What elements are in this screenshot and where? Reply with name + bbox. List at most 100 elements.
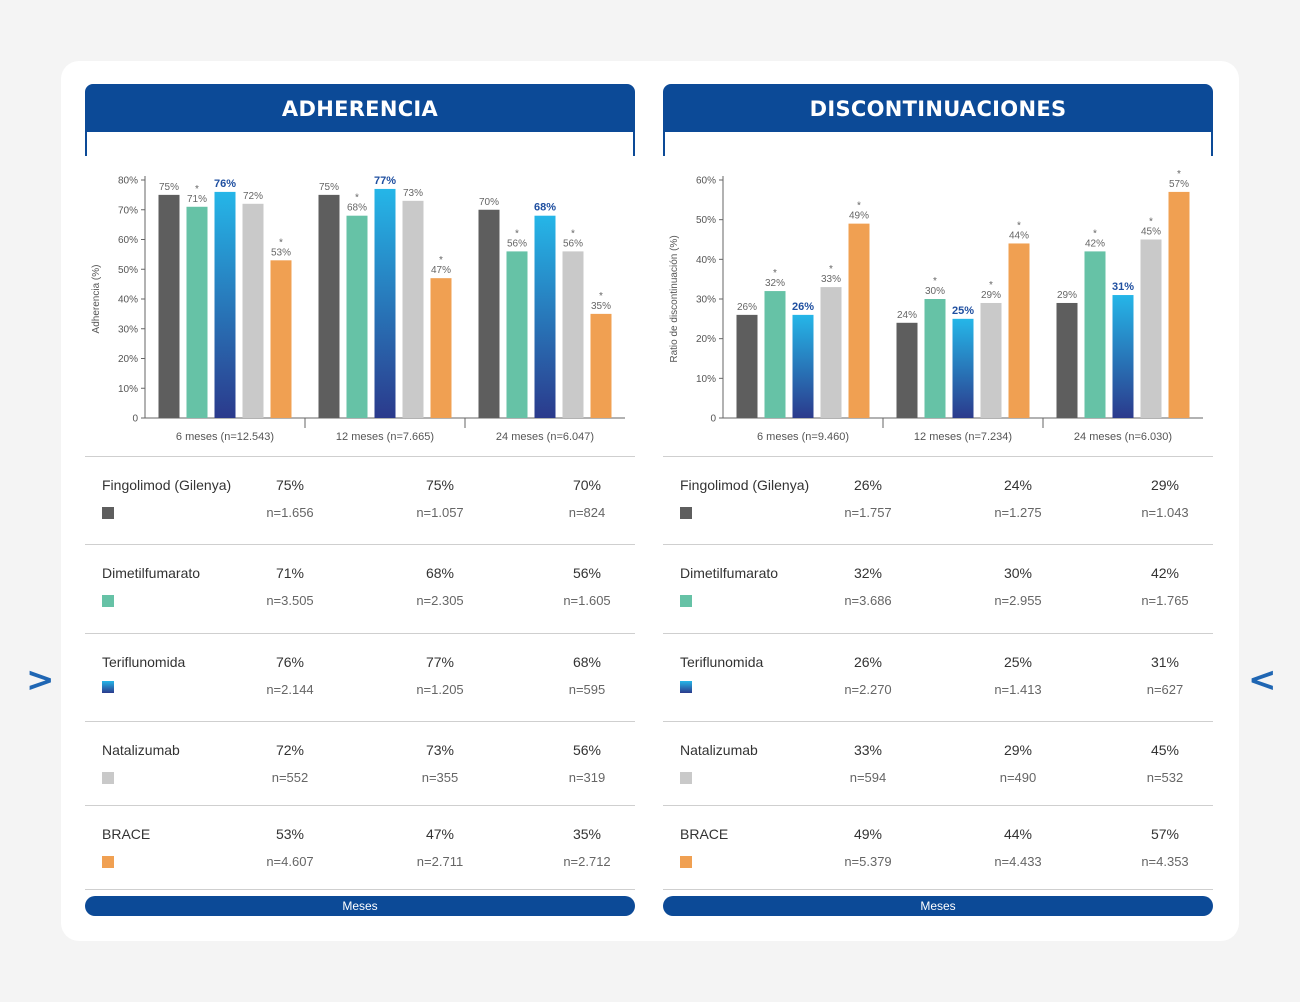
drug-name: BRACE (680, 826, 729, 842)
next-arrow-icon[interactable]: < (1248, 660, 1277, 700)
percentage-value: 76% (275, 654, 305, 670)
sample-size: n=490 (999, 770, 1037, 785)
bar (374, 188, 396, 418)
percentage-value: 68% (425, 565, 455, 581)
bar (952, 318, 974, 418)
sample-size: n=1.413 (994, 682, 1042, 697)
discontinuaciones-bar-chart: Ratio de discontinuación (%) 0 10% 20% 30% 40… (669, 169, 1203, 443)
x-category-label: 6 meses (n=12.543) (176, 431, 274, 443)
sample-size: n=355 (421, 770, 459, 785)
sample-size: n=2.711 (416, 854, 464, 869)
drug-name: BRACE (102, 826, 151, 842)
bar (590, 313, 612, 418)
bar-value-label: 26% (737, 302, 757, 313)
y-tick-label: 0 (132, 414, 138, 425)
sample-size: n=1.605 (563, 593, 611, 608)
significance-star: * (773, 268, 777, 279)
bar-value-label: 56% (563, 238, 583, 249)
sample-size: n=1.205 (416, 682, 464, 697)
percentage-value: 42% (1150, 565, 1180, 581)
bar-value-label: 35% (591, 301, 611, 312)
bar-value-label: 26% (792, 301, 814, 313)
table-row: Dimetilfumarato 71% n=3.505 68% n=2.305 56% n=… (85, 544, 635, 634)
bar-value-label: 77% (374, 175, 396, 187)
previous-arrow-icon[interactable]: > (26, 660, 55, 700)
percentage-value: 33% (853, 742, 883, 758)
sample-size: n=1.757 (844, 505, 892, 520)
sample-size: n=1.043 (1141, 505, 1189, 520)
bar-value-label: 75% (319, 182, 339, 193)
percentage-value: 70% (572, 477, 602, 493)
drug-name: Fingolimod (Gilenya) (680, 477, 810, 493)
bar-value-label: 73% (403, 188, 423, 199)
bar-value-label: 44% (1009, 230, 1029, 241)
bar (270, 260, 292, 418)
significance-star: * (279, 237, 283, 248)
legend-swatch (102, 681, 114, 693)
sample-size: n=595 (568, 682, 606, 697)
significance-star: * (1093, 228, 1097, 239)
significance-star: * (1017, 220, 1021, 231)
bar-value-label: 70% (479, 197, 499, 208)
bar-value-label: 53% (271, 247, 291, 258)
percentage-value: 73% (425, 742, 455, 758)
header-bracket (663, 132, 1213, 156)
bar-value-label: 30% (925, 286, 945, 297)
drug-name: Teriflunomida (680, 654, 764, 670)
y-tick-label: 20% (696, 334, 716, 345)
y-tick-label: 0 (710, 414, 716, 425)
y-tick-label: 40% (118, 295, 138, 306)
y-tick-label: 50% (118, 265, 138, 276)
percentage-value: 71% (275, 565, 305, 581)
y-tick-label: 30% (696, 295, 716, 306)
significance-star: * (195, 184, 199, 195)
sample-size: n=1.275 (994, 505, 1042, 520)
bar-value-label: 29% (1057, 290, 1077, 301)
sample-size: n=824 (568, 505, 606, 520)
percentage-value: 56% (572, 742, 602, 758)
bar-value-label: 72% (243, 191, 263, 202)
sample-size: n=2.712 (563, 854, 611, 869)
significance-star: * (439, 255, 443, 266)
sample-size: n=2.305 (416, 593, 464, 608)
bar (158, 194, 180, 418)
y-tick-label: 80% (118, 176, 138, 187)
drug-name: Fingolimod (Gilenya) (102, 477, 232, 493)
y-tick-label: 10% (118, 384, 138, 395)
percentage-value: 77% (425, 654, 455, 670)
sample-size: n=319 (568, 770, 606, 785)
header-bracket (85, 132, 635, 156)
percentage-value: 25% (1003, 654, 1033, 670)
bar-value-label: 45% (1141, 227, 1161, 238)
bar-value-label: 25% (952, 305, 974, 317)
drug-name: Dimetilfumarato (102, 565, 201, 581)
y-tick-label: 70% (118, 205, 138, 216)
table-row: Dimetilfumarato 32% n=3.686 30% n=2.955 42% n=… (663, 544, 1213, 634)
bar (242, 203, 264, 418)
y-axis-label: Adherencia (%) (91, 265, 102, 334)
legend-swatch (680, 856, 692, 868)
bar-value-label: 33% (821, 274, 841, 285)
sample-size: n=3.686 (844, 593, 892, 608)
percentage-value: 35% (572, 826, 602, 842)
bar (1056, 302, 1078, 418)
table-row: Natalizumab 72% n=552 73% n=355 56% n=319 (85, 721, 635, 806)
percentage-value: 29% (1003, 742, 1033, 758)
table-row: BRACE 53% n=4.607 47% n=2.711 35% n=2.712 (85, 805, 635, 890)
bar (186, 206, 208, 418)
percentage-value: 49% (853, 826, 883, 842)
bar-value-label: 57% (1169, 179, 1189, 190)
bar-value-label: 71% (187, 194, 207, 205)
bar-value-label: 32% (765, 278, 785, 289)
bar (478, 209, 500, 418)
percentage-value: 45% (1150, 742, 1180, 758)
table-bottom-divider (85, 889, 635, 890)
sample-size: n=594 (849, 770, 887, 785)
percentage-value: 72% (275, 742, 305, 758)
significance-star: * (571, 228, 575, 239)
footer-bar: Meses (663, 896, 1213, 916)
y-tick-label: 20% (118, 354, 138, 365)
percentage-value: 53% (275, 826, 305, 842)
percentage-value: 30% (1003, 565, 1033, 581)
bar (1084, 251, 1106, 418)
